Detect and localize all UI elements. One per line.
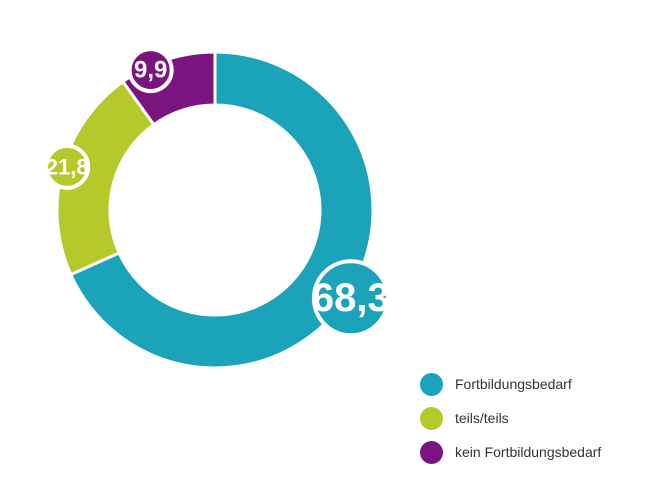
donut-slice-fortbildungsbedarf [68, 50, 375, 370]
legend-item-kein-fortbildungsbedarf: kein Fortbildungsbedarf [420, 435, 601, 469]
legend-swatch-kein-fortbildungsbedarf [420, 440, 443, 464]
value-label-teils-teils: 21,8 [46, 154, 89, 179]
legend-label-teils-teils: teils/teils [455, 410, 509, 426]
legend: Fortbildungsbedarf teils/teils kein Fort… [420, 367, 601, 469]
legend-label-fortbildungsbedarf: Fortbildungsbedarf [455, 376, 572, 392]
value-label-fortbildungsbedarf: 68,3 [312, 276, 390, 320]
value-label-kein-fortbildungsbedarf: 9,9 [134, 57, 167, 84]
legend-swatch-teils-teils [420, 406, 443, 430]
legend-label-kein-fortbildungsbedarf: kein Fortbildungsbedarf [455, 444, 602, 460]
value-bubble-kein-fortbildungsbedarf [127, 47, 174, 94]
legend-swatch-fortbildungsbedarf [420, 372, 443, 396]
legend-item-teils-teils: teils/teils [420, 401, 601, 435]
value-bubble-fortbildungsbedarf [311, 259, 390, 338]
value-bubble-teils-teils [44, 143, 91, 190]
value-bubbles: 68,3 21,8 9,9 [44, 47, 390, 338]
legend-item-fortbildungsbedarf: Fortbildungsbedarf [420, 367, 601, 401]
